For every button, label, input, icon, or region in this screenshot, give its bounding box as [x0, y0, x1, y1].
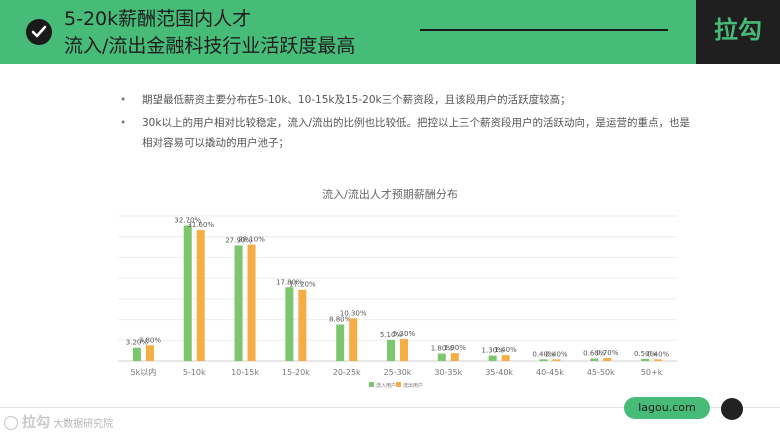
chart-bar — [183, 225, 192, 361]
brand-logo-text: 拉勾 — [714, 16, 762, 44]
chart-bar — [349, 318, 358, 361]
bullet-text: 期望最低薪资主要分布在5-10k、10-15k及15-20k三个薪资段，且该段用… — [142, 94, 571, 106]
chart-bar — [336, 324, 345, 361]
x-tick-label: 40-45k — [536, 368, 564, 377]
chart-title: 流入/流出人才预期薪酬分布 — [322, 188, 458, 201]
chart-bar — [196, 230, 205, 361]
chart-bar — [654, 359, 663, 361]
chart-bar — [641, 358, 650, 361]
data-label: 17.80% — [276, 278, 303, 286]
data-label: 3.80% — [139, 336, 162, 344]
chart-bar — [539, 359, 548, 361]
data-label: 0.60% — [583, 350, 606, 358]
data-label: 17.20% — [289, 281, 316, 289]
data-label: 0.70% — [596, 349, 619, 357]
chart-bar — [145, 345, 154, 361]
data-label: 5.10% — [380, 331, 403, 339]
bullet-text: 30k以上的用户相对比较稳定，流入/流出的比例也比较低。把控以上三个薪资段用户的… — [142, 117, 690, 149]
data-label: 1.90% — [444, 344, 467, 352]
chart-bar — [285, 287, 294, 361]
x-tick-label: 50+k — [641, 368, 663, 377]
watermark-icon — [4, 416, 18, 430]
page-title-line2: 流入/流出金融科技行业活跃度最高 — [64, 35, 356, 57]
chart-bar — [552, 359, 561, 361]
watermark-brand: 拉勾 — [22, 415, 50, 431]
data-label: 1.30% — [482, 347, 505, 355]
data-label: 5.30% — [393, 330, 416, 338]
legend-label: 流出用户 — [403, 382, 423, 389]
watermark: 拉勾 大数据研究院 — [4, 413, 144, 433]
chart-bar — [488, 355, 497, 361]
chart-bar — [298, 289, 307, 361]
x-tick-label: 45-50k — [587, 368, 615, 377]
bullet-item: • 30k以上的用户相对比较稳定，流入/流出的比例也比较低。把控以上三个薪资段用… — [120, 113, 700, 153]
chart-bar — [400, 339, 408, 361]
header-divider — [420, 29, 668, 31]
legend-swatch — [369, 382, 374, 387]
data-label: 27.90% — [225, 236, 252, 244]
x-tick-label: 5-10k — [183, 368, 206, 377]
chart-bar — [450, 353, 459, 361]
data-label: 0.50% — [634, 350, 657, 358]
chart-bar — [501, 355, 510, 361]
data-label: 0.40% — [647, 350, 670, 358]
chart-bar — [132, 347, 141, 361]
site-link[interactable]: lagou.com — [624, 397, 710, 419]
bullet-list: • 期望最低薪资主要分布在5-10k、10-15k及15-20k三个薪资段，且该… — [120, 90, 700, 156]
data-label: 1.80% — [431, 345, 454, 353]
x-tick-label: 35-40k — [485, 368, 513, 377]
bullet-marker: • — [120, 117, 127, 129]
data-label: 0.40% — [532, 350, 555, 358]
chart-bar — [590, 358, 599, 361]
chart-bar — [387, 339, 395, 361]
chart-bar — [603, 358, 612, 361]
data-label: 31.60% — [187, 221, 214, 229]
brand-logo: 拉勾 — [696, 0, 780, 64]
chart-bar — [247, 244, 256, 361]
data-label: 10.30% — [340, 309, 367, 317]
x-tick-label: 20-25k — [333, 368, 361, 377]
chart-bar — [234, 245, 243, 361]
chart-bar — [437, 353, 446, 361]
data-label: 0.40% — [545, 350, 568, 358]
data-label: 1.40% — [495, 346, 518, 354]
data-label: 3.20% — [126, 339, 149, 347]
header-bar: 5-20k薪酬范围内人才 流入/流出金融科技行业活跃度最高 — [0, 0, 696, 64]
x-tick-label: 5k以内 — [131, 367, 157, 377]
page-title-line1: 5-20k薪酬范围内人才 — [64, 8, 252, 30]
check-circle-icon — [26, 19, 52, 45]
circle-icon — [721, 398, 743, 420]
legend-label: 流入用户 — [376, 382, 396, 389]
x-tick-label: 10-15k — [231, 368, 259, 377]
bullet-marker: • — [120, 94, 127, 106]
footer-divider — [0, 407, 780, 408]
data-label: 28.10% — [238, 236, 265, 244]
data-label: 8.80% — [329, 316, 352, 324]
x-tick-label: 15-20k — [282, 368, 310, 377]
data-label: 32.70% — [174, 217, 201, 225]
x-tick-label: 30-35k — [434, 368, 462, 377]
bullet-item: • 期望最低薪资主要分布在5-10k、10-15k及15-20k三个薪资段，且该… — [120, 90, 700, 110]
x-tick-label: 25-30k — [384, 368, 412, 377]
watermark-text: 大数据研究院 — [53, 419, 114, 430]
legend-swatch — [396, 382, 401, 387]
